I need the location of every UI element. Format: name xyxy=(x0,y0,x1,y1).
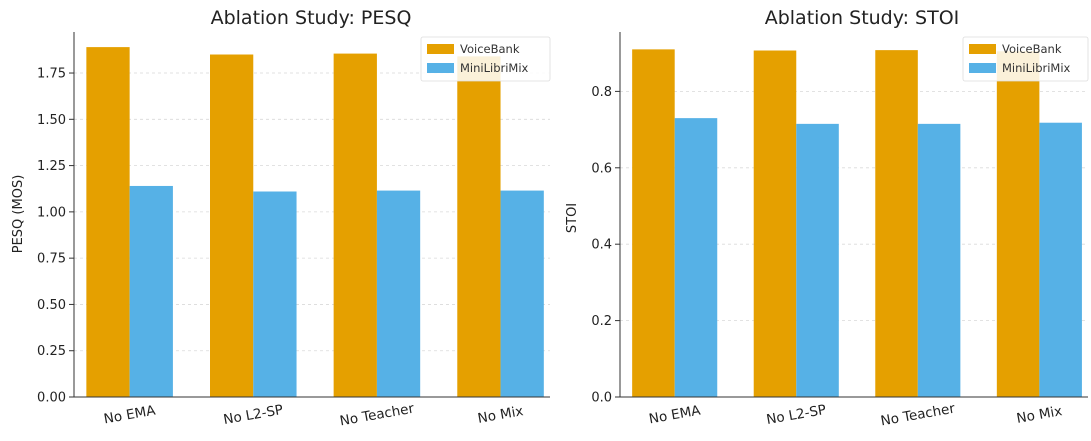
pesq-chart-panel: Ablation Study: PESQ PESQ (MOS) 0.00 0.25… xyxy=(11,7,551,430)
pesq-bar-minilibrimix-no-teacher xyxy=(376,190,421,397)
pesq-x-tick-label: No Teacher xyxy=(339,401,416,430)
pesq-y-tick-label: 0.25 xyxy=(37,344,66,359)
pesq-legend: VoiceBank MiniLibriMix xyxy=(420,36,551,82)
stoi-bar-minilibrimix-no-ema xyxy=(674,118,718,398)
stoi-y-tick-label: 0.0 xyxy=(591,391,612,406)
pesq-y-tick-label: 1.75 xyxy=(37,67,66,82)
pesq-bar-voicebank-no-ema xyxy=(86,47,130,397)
stoi-bars xyxy=(632,49,1082,398)
pesq-y-tick-label: 1.25 xyxy=(37,159,66,174)
stoi-bar-minilibrimix-no-l2-sp xyxy=(796,123,839,398)
stoi-bar-minilibrimix-no-mix xyxy=(1039,122,1082,397)
pesq-y-tick-label: 0.50 xyxy=(37,298,66,313)
stoi-chart-title: Ablation Study: STOI xyxy=(765,7,960,29)
stoi-chart-panel: Ablation Study: STOI STOI 0.00.20.40.60.… xyxy=(565,7,1089,430)
stoi-x-tick-label: No Mix xyxy=(1015,403,1063,427)
pesq-y-tick-label: 0.75 xyxy=(37,252,66,267)
stoi-bar-voicebank-no-ema xyxy=(632,49,675,398)
stoi-bar-voicebank-no-mix xyxy=(996,51,1040,397)
pesq-axes xyxy=(73,32,550,398)
stoi-bar-voicebank-no-teacher xyxy=(875,50,918,397)
pesq-y-tick-label: 1.00 xyxy=(37,205,66,220)
pesq-y-tick-label: 0.00 xyxy=(37,391,66,406)
stoi-y-tick-label: 0.8 xyxy=(591,85,612,100)
pesq-bar-voicebank-no-mix xyxy=(457,56,501,397)
stoi-y-tick-label: 0.4 xyxy=(591,238,612,253)
stoi-y-ticks: 0.0 0.2 0.4 0.6 0.8 xyxy=(591,85,620,406)
pesq-x-tick-label: No L2-SP xyxy=(222,402,284,428)
pesq-legend-swatch-voicebank xyxy=(427,44,454,54)
pesq-bar-minilibrimix-no-mix xyxy=(500,190,544,397)
stoi-x-tick-label: No EMA xyxy=(648,402,703,427)
stoi-legend-swatch-voicebank xyxy=(969,44,996,54)
pesq-y-axis-label: PESQ (MOS) xyxy=(11,175,26,254)
pesq-bar-voicebank-no-l2-sp xyxy=(210,54,254,398)
stoi-x-tick-label: No L2-SP xyxy=(765,402,827,428)
pesq-y-ticks: 0.00 0.25 0.50 0.75 1.00 1.25 1.50 1.75 xyxy=(37,67,74,406)
stoi-x-tick-label: No Teacher xyxy=(879,401,956,430)
pesq-x-ticks: No EMA No L2-SP No Teacher No Mix xyxy=(103,401,525,430)
stoi-y-tick-label: 0.2 xyxy=(591,314,612,329)
pesq-legend-label-minilibrimix: MiniLibriMix xyxy=(460,61,529,75)
pesq-y-tick-label: 1.50 xyxy=(37,113,66,128)
pesq-bar-minilibrimix-no-ema xyxy=(129,185,173,397)
pesq-x-tick-label: No EMA xyxy=(103,402,158,427)
stoi-bar-minilibrimix-no-teacher xyxy=(917,123,961,398)
stoi-legend-swatch-minilibrimix xyxy=(969,63,996,73)
pesq-chart-title: Ablation Study: PESQ xyxy=(211,7,412,29)
pesq-x-tick-label: No Mix xyxy=(476,403,524,427)
stoi-legend: VoiceBank MiniLibriMix xyxy=(962,36,1089,82)
pesq-bar-voicebank-no-teacher xyxy=(333,53,377,397)
stoi-bar-voicebank-no-l2-sp xyxy=(753,50,797,397)
stoi-y-tick-label: 0.6 xyxy=(591,161,612,176)
stoi-axes xyxy=(619,32,1088,398)
pesq-bars xyxy=(86,47,544,398)
pesq-bar-minilibrimix-no-l2-sp xyxy=(253,191,297,397)
pesq-legend-swatch-minilibrimix xyxy=(427,63,454,73)
stoi-legend-label-voicebank: VoiceBank xyxy=(1002,42,1062,56)
stoi-legend-label-minilibrimix: MiniLibriMix xyxy=(1002,61,1071,75)
stoi-x-ticks: No EMA No L2-SP No Teacher No Mix xyxy=(648,401,1064,430)
stoi-y-axis-label: STOI xyxy=(565,203,580,233)
pesq-legend-label-voicebank: VoiceBank xyxy=(460,42,520,56)
